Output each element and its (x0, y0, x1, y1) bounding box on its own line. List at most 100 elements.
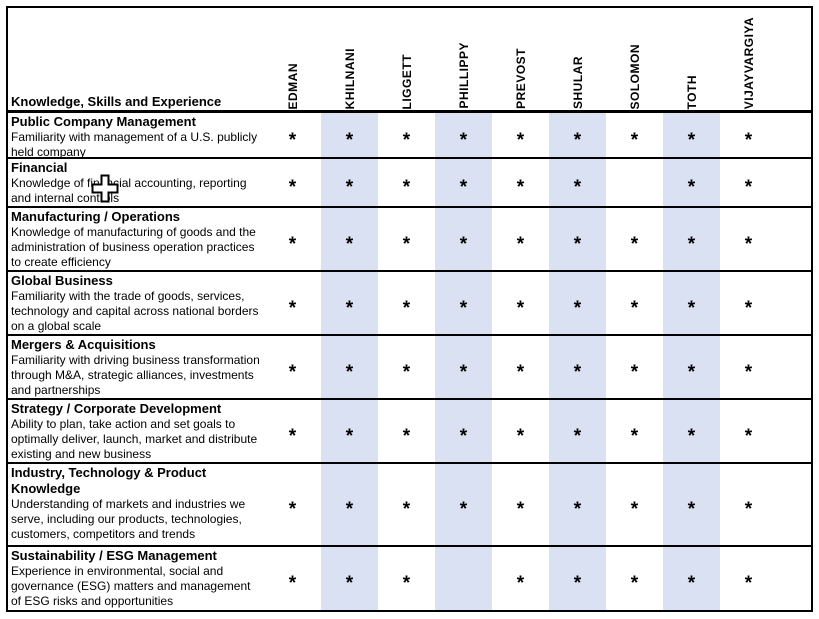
mark-cell-prevost[interactable]: * (492, 159, 549, 206)
mark-cell-phillippy[interactable]: * (435, 159, 492, 206)
column-header-solomon[interactable]: SOLOMON (606, 8, 663, 110)
column-header-label: PHILLIPPY (456, 42, 471, 109)
mark-cell-prevost[interactable]: * (492, 208, 549, 270)
mark-cell-liggett[interactable]: * (378, 208, 435, 270)
asterisk-mark: * (345, 425, 354, 447)
column-header-phillippy[interactable]: PHILLIPPY (435, 8, 492, 110)
column-header-vijayvargiya[interactable]: VIJAYVARGIYA (720, 8, 777, 110)
mark-cell-vijayvargiya[interactable]: * (720, 400, 777, 462)
mark-cell-liggett[interactable]: * (378, 547, 435, 610)
mark-cell-vijayvargiya[interactable]: * (720, 113, 777, 157)
mark-cell-solomon[interactable]: * (606, 400, 663, 462)
mark-cell-edman[interactable]: * (264, 400, 321, 462)
mark-cell-shular[interactable]: * (549, 547, 606, 610)
mark-cell-edman[interactable]: * (264, 159, 321, 206)
mark-cell-khilnani[interactable]: * (321, 336, 378, 398)
mark-cell-khilnani[interactable]: * (321, 208, 378, 270)
column-header-edman[interactable]: EDMAN (264, 8, 321, 110)
asterisk-mark: * (288, 129, 297, 151)
mark-cell-shular[interactable]: * (549, 113, 606, 157)
mark-cell-vijayvargiya[interactable]: * (720, 208, 777, 270)
mark-cell-prevost[interactable]: * (492, 464, 549, 545)
mark-cell-solomon[interactable]: * (606, 272, 663, 334)
mark-cell-edman[interactable]: * (264, 336, 321, 398)
mark-cell-khilnani[interactable]: * (321, 159, 378, 206)
mark-cell-vijayvargiya[interactable]: * (720, 159, 777, 206)
mark-cell-solomon[interactable]: * (606, 336, 663, 398)
row-description: Experience in environmental, social and … (11, 564, 251, 608)
row-filler-cell (777, 113, 811, 157)
mark-cell-edman[interactable]: * (264, 272, 321, 334)
mark-cell-phillippy[interactable]: * (435, 208, 492, 270)
mark-cell-edman[interactable]: * (264, 547, 321, 610)
mark-cell-phillippy[interactable] (435, 547, 492, 610)
mark-cell-vijayvargiya[interactable]: * (720, 336, 777, 398)
mark-cell-liggett[interactable]: * (378, 336, 435, 398)
mark-cell-toth[interactable]: * (663, 547, 720, 610)
mark-cell-shular[interactable]: * (549, 336, 606, 398)
row-label-cell[interactable]: Sustainability / ESG Management Experienc… (8, 547, 264, 610)
asterisk-mark: * (687, 297, 696, 319)
mark-cell-solomon[interactable]: * (606, 547, 663, 610)
mark-cell-toth[interactable]: * (663, 272, 720, 334)
mark-cell-khilnani[interactable]: * (321, 400, 378, 462)
mark-cell-phillippy[interactable]: * (435, 464, 492, 545)
mark-cell-toth[interactable]: * (663, 159, 720, 206)
mark-cell-phillippy[interactable]: * (435, 400, 492, 462)
mark-cell-edman[interactable]: * (264, 208, 321, 270)
mark-cell-toth[interactable]: * (663, 113, 720, 157)
mark-cell-liggett[interactable]: * (378, 400, 435, 462)
mark-cell-solomon[interactable]: * (606, 464, 663, 545)
mark-cell-edman[interactable]: * (264, 113, 321, 157)
mark-cell-phillippy[interactable]: * (435, 113, 492, 157)
mark-cell-liggett[interactable]: * (378, 272, 435, 334)
mark-cell-shular[interactable]: * (549, 464, 606, 545)
mark-cell-phillippy[interactable]: * (435, 336, 492, 398)
mark-cell-shular[interactable]: * (549, 208, 606, 270)
mark-cell-khilnani[interactable]: * (321, 464, 378, 545)
asterisk-mark: * (288, 297, 297, 319)
row-label-cell[interactable]: Global Business Familiarity with the trad… (8, 272, 264, 334)
mark-cell-vijayvargiya[interactable]: * (720, 547, 777, 610)
mark-cell-toth[interactable]: * (663, 336, 720, 398)
mark-cell-prevost[interactable]: * (492, 113, 549, 157)
column-header-prevost[interactable]: PREVOST (492, 8, 549, 110)
mark-cell-khilnani[interactable]: * (321, 547, 378, 610)
mark-cell-liggett[interactable]: * (378, 113, 435, 157)
row-label-cell[interactable]: Industry, Technology & Product Knowledge… (8, 464, 264, 545)
mark-cell-prevost[interactable]: * (492, 272, 549, 334)
mark-cell-prevost[interactable]: * (492, 400, 549, 462)
mark-cell-toth[interactable]: * (663, 464, 720, 545)
mark-cell-prevost[interactable]: * (492, 336, 549, 398)
row-label-cell[interactable]: Mergers & Acquisitions Familiarity with d… (8, 336, 264, 398)
mark-cell-solomon[interactable]: * (606, 113, 663, 157)
mark-cell-solomon[interactable] (606, 159, 663, 206)
column-header-liggett[interactable]: LIGGETT (378, 8, 435, 110)
mark-cell-edman[interactable]: * (264, 464, 321, 545)
asterisk-mark: * (573, 233, 582, 255)
row-label-cell[interactable]: Public Company Management Familiarity wit… (8, 113, 264, 157)
row-label-cell[interactable]: Strategy / Corporate Development Ability … (8, 400, 264, 462)
mark-cell-shular[interactable]: * (549, 159, 606, 206)
asterisk-mark: * (516, 573, 525, 594)
column-header-khilnani[interactable]: KHILNANI (321, 8, 378, 110)
mark-cell-toth[interactable]: * (663, 400, 720, 462)
mark-cell-shular[interactable]: * (549, 272, 606, 334)
row-label-cell[interactable]: Financial Knowledge of financial accounti… (8, 159, 264, 206)
row-description: Familiarity with the trade of goods, ser… (11, 289, 259, 333)
asterisk-mark: * (687, 177, 696, 198)
mark-cell-solomon[interactable]: * (606, 208, 663, 270)
mark-cell-liggett[interactable]: * (378, 464, 435, 545)
column-header-toth[interactable]: TOTH (663, 8, 720, 110)
mark-cell-khilnani[interactable]: * (321, 272, 378, 334)
mark-cell-phillippy[interactable]: * (435, 272, 492, 334)
mark-cell-vijayvargiya[interactable]: * (720, 464, 777, 545)
column-header-shular[interactable]: SHULAR (549, 8, 606, 110)
mark-cell-toth[interactable]: * (663, 208, 720, 270)
mark-cell-khilnani[interactable]: * (321, 113, 378, 157)
mark-cell-shular[interactable]: * (549, 400, 606, 462)
mark-cell-liggett[interactable]: * (378, 159, 435, 206)
row-label-cell[interactable]: Manufacturing / Operations Knowledge of m… (8, 208, 264, 270)
mark-cell-prevost[interactable]: * (492, 547, 549, 610)
mark-cell-vijayvargiya[interactable]: * (720, 272, 777, 334)
